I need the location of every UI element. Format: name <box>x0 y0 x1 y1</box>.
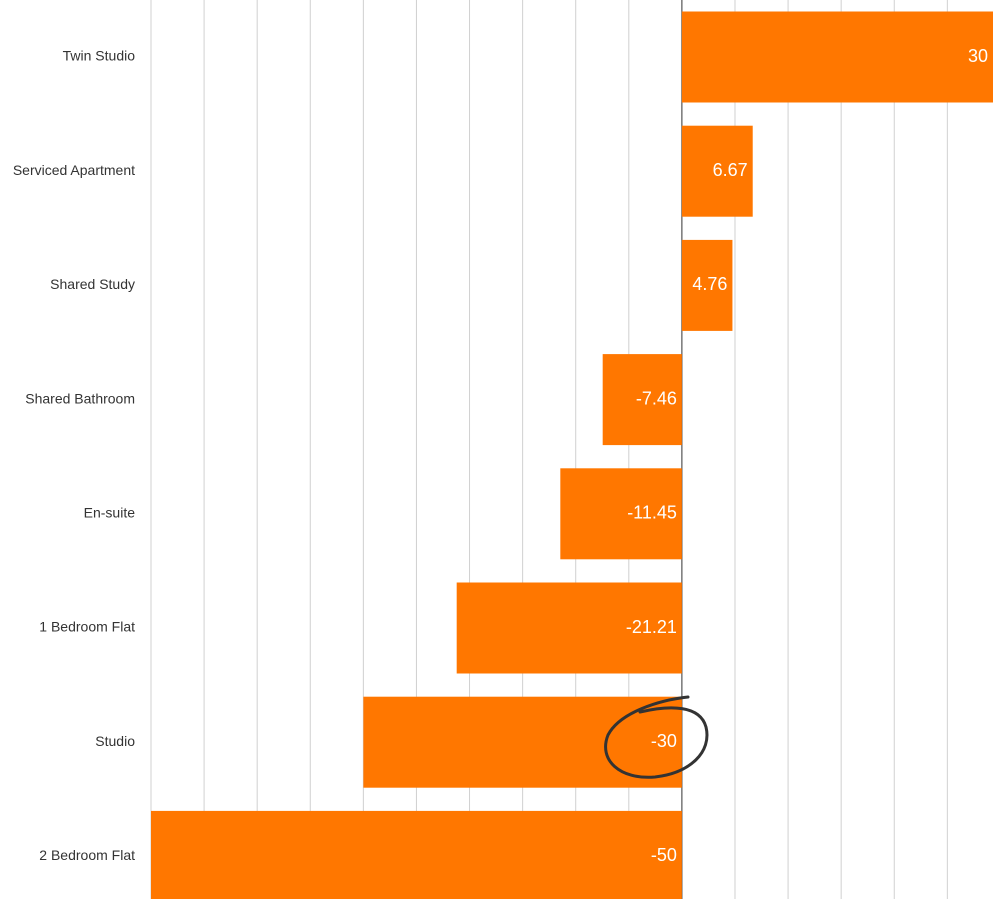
bar <box>681 125 753 217</box>
labels: Twin Studio 30 Serviced Apartment 6.67 Share… <box>13 46 988 865</box>
bar <box>602 354 682 446</box>
bar <box>681 239 733 331</box>
bars <box>151 11 993 899</box>
y-tick-label: Twin Studio <box>63 48 136 64</box>
value-label: 4.76 <box>692 274 727 294</box>
y-tick-label: 1 Bedroom Flat <box>39 619 135 635</box>
y-tick-label: 2 Bedroom Flat <box>39 847 135 863</box>
y-tick-label: En-suite <box>84 505 136 521</box>
y-tick-label: Shared Bathroom <box>25 390 135 406</box>
value-label: -50 <box>651 845 677 865</box>
value-label: -11.45 <box>627 503 677 523</box>
bar <box>681 11 993 103</box>
y-tick-label: Studio <box>95 733 135 749</box>
value-label: 30 <box>968 46 988 66</box>
bar <box>456 582 682 674</box>
y-tick-label: Serviced Apartment <box>13 162 135 178</box>
value-label: 6.67 <box>713 160 748 180</box>
bar <box>363 696 682 788</box>
bar <box>151 810 682 899</box>
value-label: -21.21 <box>626 617 677 637</box>
value-label: -7.46 <box>636 388 677 408</box>
y-tick-label: Shared Study <box>50 276 135 292</box>
bar <box>560 468 682 560</box>
value-label: -30 <box>651 731 677 751</box>
annotation-circle <box>604 695 709 779</box>
